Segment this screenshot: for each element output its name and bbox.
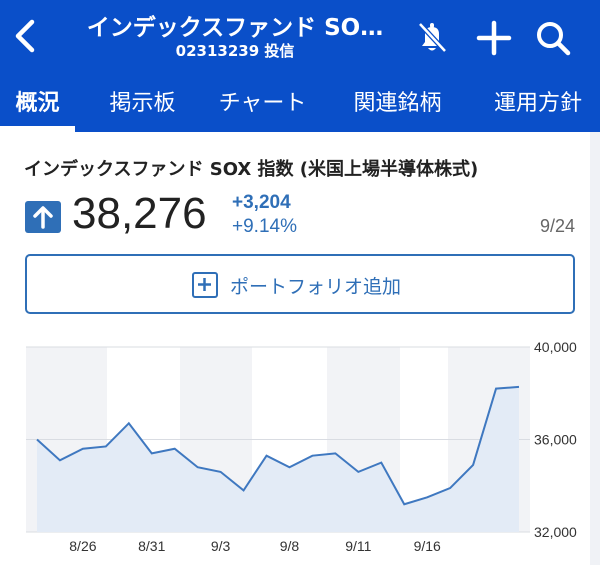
x-tick-label: 9/8 [280, 538, 300, 554]
fund-name: インデックスファンド SOX 指数 (米国上場半導体株式) [24, 159, 479, 180]
tab-bar: 概況 掲示板 チャート 関連銘柄 運用方針 [0, 82, 600, 132]
x-tick-label: 9/11 [345, 538, 371, 554]
chart-line [36, 385, 520, 506]
active-tab-indicator [0, 126, 75, 132]
y-tick-label: 36,000 [534, 432, 577, 448]
fund-code: 02313239 投信 [175, 42, 295, 60]
bell-off-icon [418, 22, 447, 53]
price-change-percent: +9.14% [232, 216, 297, 237]
add-portfolio-label: ポートフォリオ追加 [230, 276, 402, 298]
x-tick-label: 9/3 [211, 538, 231, 554]
tab-board[interactable]: 掲示板 [109, 91, 176, 116]
y-axis-ticks: 40,000 36,000 32,000 [534, 339, 577, 540]
search-icon [537, 22, 571, 56]
x-axis-ticks: 8/26 8/31 9/3 9/8 9/11 9/16 [69, 538, 441, 554]
back-button[interactable] [8, 14, 44, 58]
top-bar: インデックスファンド SO… 02313239 投信 [0, 0, 600, 82]
plus-icon [476, 20, 512, 56]
chevron-left-icon [15, 19, 35, 53]
y-tick-label: 32,000 [534, 524, 577, 540]
page-title: インデックスファンド SO… [86, 15, 384, 41]
price-chart[interactable]: 40,000 36,000 32,000 8/26 8/31 9/3 9/8 9/11 9/1… [0, 332, 600, 565]
x-tick-label: 8/26 [69, 538, 96, 554]
next-panel-edge [590, 132, 600, 565]
search-button[interactable] [533, 18, 573, 58]
trend-badge [25, 201, 61, 233]
add-portfolio-button[interactable]: ポートフォリオ追加 [25, 254, 575, 314]
add-button[interactable] [474, 18, 514, 58]
y-tick-label: 40,000 [534, 339, 577, 355]
tab-policy[interactable]: 運用方針 [493, 91, 582, 116]
x-tick-label: 8/31 [138, 538, 165, 554]
tab-chart[interactable]: チャート [218, 91, 307, 116]
price-change: +3,204 [232, 192, 291, 213]
price-value: 38,276 [72, 189, 207, 238]
price-date: 9/24 [539, 216, 575, 236]
tab-overview[interactable]: 概況 [15, 91, 60, 116]
alert-button[interactable] [412, 18, 452, 58]
plus-square-icon [192, 272, 218, 298]
arrow-up-icon [33, 206, 53, 229]
x-tick-label: 9/16 [414, 538, 441, 554]
tab-related[interactable]: 関連銘柄 [353, 91, 442, 116]
